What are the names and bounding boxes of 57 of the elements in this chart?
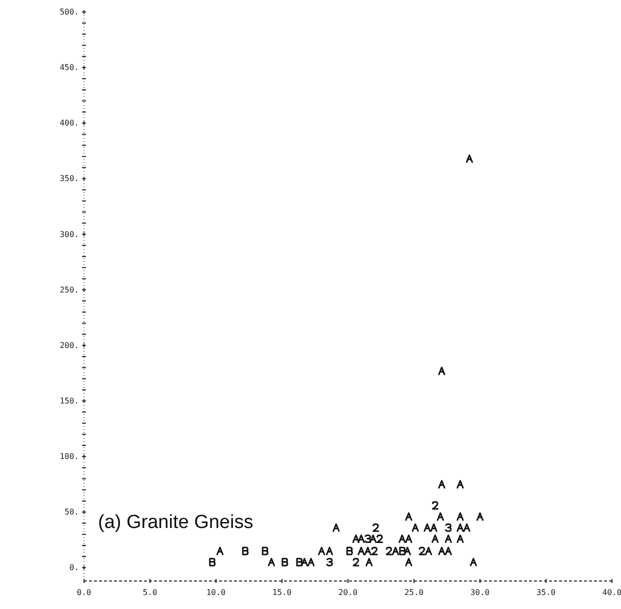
point bbox=[262, 546, 268, 556]
point bbox=[456, 534, 464, 544]
point bbox=[296, 558, 303, 566]
y-tick-label: 50. bbox=[64, 508, 79, 517]
point bbox=[456, 512, 464, 521]
x-tick-label: 0.0 bbox=[76, 588, 92, 597]
point bbox=[470, 558, 477, 566]
point bbox=[444, 534, 452, 544]
point bbox=[405, 558, 412, 566]
y-tick-label: 400. bbox=[60, 118, 79, 128]
point bbox=[404, 546, 411, 556]
point bbox=[444, 523, 452, 532]
point bbox=[209, 558, 216, 566]
x-tick-label: 20.0 bbox=[338, 588, 358, 597]
point bbox=[216, 546, 224, 556]
point bbox=[346, 546, 353, 556]
x-tick-label: 25.0 bbox=[404, 588, 424, 597]
point bbox=[456, 480, 464, 489]
point bbox=[326, 546, 334, 556]
point bbox=[438, 366, 446, 376]
y-tick-label: 500. bbox=[60, 8, 79, 16]
point bbox=[476, 512, 484, 521]
point bbox=[438, 480, 446, 489]
point bbox=[432, 501, 438, 510]
y-tick-label: 250. bbox=[60, 285, 79, 294]
point bbox=[332, 523, 340, 532]
point bbox=[352, 558, 360, 566]
point bbox=[466, 154, 473, 163]
point bbox=[372, 523, 380, 532]
point bbox=[399, 546, 406, 556]
y-tick-label: 300. bbox=[60, 230, 79, 239]
x-tick-label: 30.0 bbox=[470, 588, 490, 597]
y-tick-label: 200. bbox=[60, 340, 79, 350]
point bbox=[370, 534, 377, 544]
y-tick-label: 350. bbox=[60, 174, 79, 184]
y-tick-label: 150. bbox=[60, 396, 79, 406]
point bbox=[371, 546, 378, 556]
point bbox=[366, 558, 373, 566]
y-tick-label: 450. bbox=[60, 63, 79, 72]
x-tick-label: 35.0 bbox=[536, 588, 556, 597]
point bbox=[318, 546, 326, 556]
point bbox=[405, 512, 412, 521]
point bbox=[376, 534, 384, 544]
x-tick-label: 5.0 bbox=[142, 588, 158, 597]
point bbox=[326, 558, 333, 566]
y-tick-label: 0. bbox=[69, 563, 79, 572]
annotation: (a) Granite Gneiss bbox=[98, 512, 254, 533]
point bbox=[412, 523, 419, 532]
x-tick-label: 40.0 bbox=[602, 588, 621, 597]
point bbox=[282, 558, 288, 566]
y-tick-label: 100. bbox=[60, 452, 79, 462]
point bbox=[268, 558, 275, 566]
x-tick-label: 10.0 bbox=[206, 588, 226, 597]
point bbox=[242, 546, 249, 556]
point bbox=[436, 512, 444, 521]
x-tick-label: 15.0 bbox=[272, 588, 292, 597]
point bbox=[432, 534, 439, 544]
